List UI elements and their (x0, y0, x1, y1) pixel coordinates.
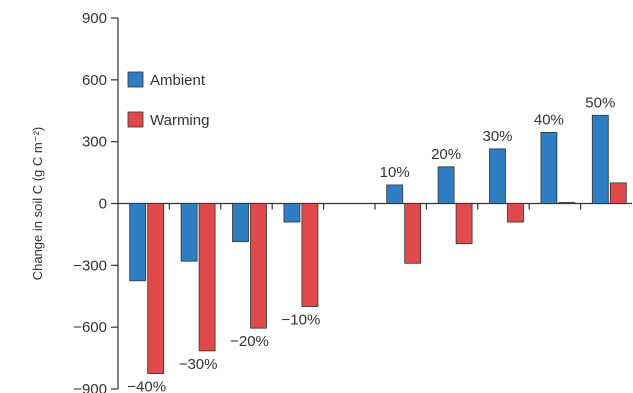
y-axis: 900 600 300 0 −300 −600 −900 (73, 10, 119, 393)
y-tick-label: 300 (82, 134, 107, 151)
category-label: 30% (482, 128, 512, 145)
bar-warming (250, 203, 267, 329)
bar-ambient (540, 131, 558, 204)
category-label: 50% (585, 94, 615, 111)
bar-warming (147, 203, 165, 374)
legend-label: Warming (150, 112, 209, 129)
bar-ambient (180, 203, 198, 262)
bar-ambient (232, 203, 249, 243)
bar-ambient (489, 148, 506, 204)
bar-warming (558, 202, 576, 204)
category-label: −40% (127, 379, 166, 393)
y-tick-label: −900 (73, 381, 107, 393)
bar-ambient (591, 114, 609, 204)
y-axis-label: Change in soil C (g C m⁻²) (30, 127, 45, 281)
legend: Ambient Warming (127, 71, 209, 129)
category-label: 20% (431, 146, 461, 163)
legend-swatch (127, 111, 144, 128)
category-label: −30% (179, 356, 218, 373)
bar-warming (404, 203, 422, 264)
bar-warming (507, 203, 524, 223)
y-tick-label: 0 (99, 196, 107, 213)
bar-warming (198, 203, 216, 352)
category-label: 10% (380, 164, 410, 181)
bar-warming (609, 182, 627, 204)
bar-ambient (386, 184, 404, 204)
bar-warming (301, 203, 319, 307)
category-label: −10% (282, 312, 321, 329)
bar-ambient (437, 166, 455, 204)
bar-ambient (129, 203, 147, 282)
y-tick-label: 600 (82, 72, 107, 89)
y-tick-label: −300 (73, 257, 107, 274)
category-label: −20% (230, 333, 269, 350)
y-tick-label: 900 (82, 10, 107, 27)
data-labels: −40% −30% −20% −10% 10% 20% 30% 40% 50% (127, 94, 615, 393)
legend-label: Ambient (150, 72, 206, 89)
bars (129, 114, 627, 374)
y-tick-label: −600 (73, 319, 107, 336)
bar-warming (455, 203, 473, 245)
legend-swatch (127, 71, 144, 88)
bar-ambient (283, 203, 301, 223)
category-label: 40% (534, 111, 564, 128)
